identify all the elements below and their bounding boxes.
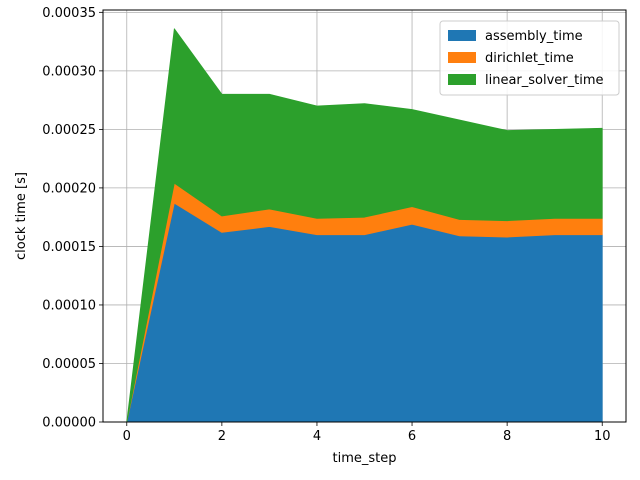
legend-swatch-linear-solver-time [448, 74, 476, 85]
y-tick-label: 0.00020 [42, 181, 96, 196]
y-axis-title: clock time [s] [14, 172, 29, 260]
y-tick-label: 0.00035 [42, 6, 96, 21]
x-tick-label: 2 [218, 429, 226, 444]
x-tick-label: 10 [594, 429, 611, 444]
y-tick-label: 0.00000 [42, 416, 96, 431]
legend-label-assembly-time: assembly_time [485, 29, 583, 44]
x-tick-label: 0 [123, 429, 131, 444]
x-axis-title: time_step [333, 451, 397, 466]
x-tick-label: 4 [313, 429, 321, 444]
legend-label-linear-solver-time: linear_solver_time [485, 73, 604, 88]
area-series-layer [126, 28, 603, 423]
legend-box [439, 20, 620, 96]
x-axis-ticks: 0 2 4 6 8 10 [123, 422, 611, 444]
y-tick-label: 0.00010 [42, 298, 96, 313]
y-tick-label: 0.00025 [42, 123, 96, 138]
y-tick-label: 0.00015 [42, 240, 96, 255]
legend-swatch-dirichlet-time [448, 52, 476, 63]
x-tick-label: 8 [503, 429, 511, 444]
area-linear-solver-time [126, 28, 603, 423]
legend: assembly_time dirichlet_time linear_solver… [439, 20, 620, 96]
legend-label-dirichlet-time: dirichlet_time [485, 51, 574, 66]
legend-swatch-assembly-time [448, 30, 476, 41]
x-tick-label: 6 [408, 429, 416, 444]
plot-frame [102, 9, 627, 423]
y-tick-label: 0.00030 [42, 64, 96, 79]
y-tick-label: 0.00005 [42, 357, 96, 372]
y-axis-ticks: 0.00000 0.00005 0.00010 0.00015 0.00020 0.000… [42, 6, 103, 431]
